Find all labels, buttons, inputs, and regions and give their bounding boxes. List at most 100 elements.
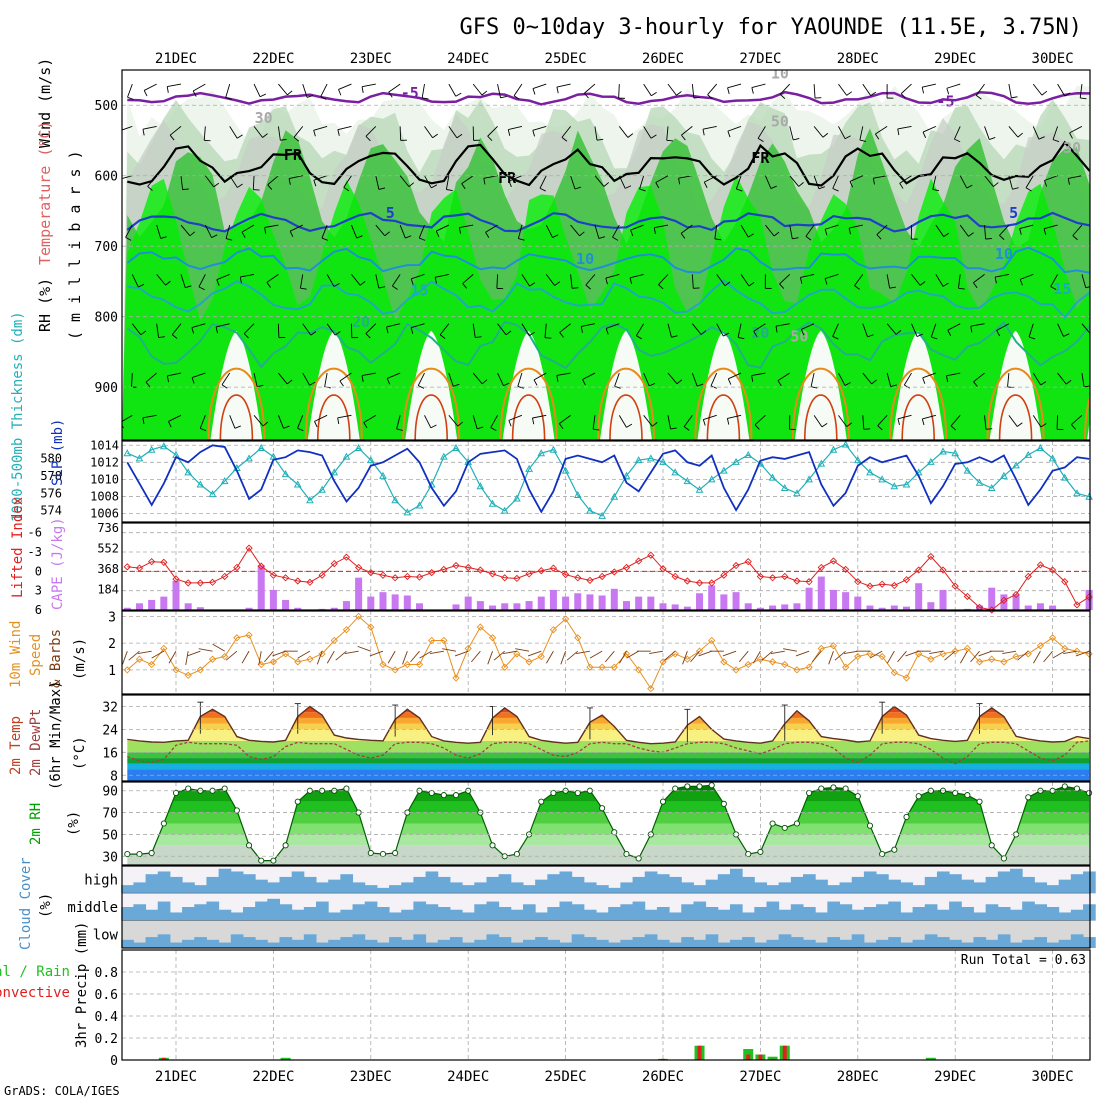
wind-barb-flag (889, 286, 896, 289)
wind-barb (1032, 83, 1043, 96)
wind10-point (586, 663, 594, 671)
thickness-point (805, 475, 813, 483)
wind-barb (131, 323, 142, 336)
cloud-cell (778, 909, 792, 921)
cloud-cell (157, 901, 171, 921)
wind-barb (922, 414, 936, 420)
cloud-cell (681, 937, 694, 948)
wind-barb-flag (556, 375, 559, 382)
wind-barb-flag (456, 133, 463, 139)
wind-barb-flag (430, 424, 437, 429)
cloud-cell (997, 934, 1011, 948)
wind10-point (391, 666, 399, 674)
wind10-point (269, 658, 278, 666)
cape-bar (330, 607, 338, 610)
cloud-cell (437, 876, 451, 894)
wind-barb (838, 83, 848, 96)
cape-bar (927, 602, 935, 610)
wind-barb-flag (942, 282, 949, 287)
thickness-point (452, 443, 460, 451)
thickness-point (1000, 471, 1008, 479)
cloud-cell (218, 868, 232, 894)
wind-barb (789, 224, 793, 239)
wind-barb-flag (989, 136, 996, 140)
wind-barb (935, 274, 944, 287)
wind-barb (800, 273, 815, 278)
wind10-point (196, 666, 204, 674)
wind-barb-flag (683, 426, 690, 431)
thickness-point (659, 457, 667, 465)
wind-barb-flag (481, 90, 488, 96)
thickness-point (293, 480, 302, 488)
cloud-cell (1083, 871, 1096, 894)
wind-barb-flag (626, 423, 633, 428)
rh2m-color-band (127, 823, 1090, 835)
thickness-tick-label: 580 (40, 451, 62, 465)
temp-color-band (127, 763, 1090, 770)
wind-barb (618, 415, 627, 428)
wind-barb (789, 175, 800, 187)
cloud-cell (608, 887, 621, 894)
cloud-cell (376, 907, 390, 921)
wind-barb-flag (158, 336, 165, 339)
rh2m-point (1061, 783, 1068, 790)
temp-color-band (127, 729, 1090, 741)
wind-barb-flag (627, 133, 634, 138)
wind-barb-flag (200, 427, 207, 432)
wind-barb-flag (365, 136, 371, 142)
li-point (208, 578, 217, 586)
cloud-cell (145, 909, 159, 921)
rh2m-point (720, 800, 727, 807)
temp-color-band (127, 740, 1090, 753)
cloud-cell (851, 876, 865, 894)
rh2m-point (976, 798, 983, 805)
cloud-cell (279, 876, 293, 894)
li-point (525, 570, 533, 578)
wind-barb (922, 125, 937, 133)
wind-barb (497, 323, 507, 336)
precip-total-bar (767, 1056, 778, 1060)
cloud-cell (218, 942, 232, 948)
wind10-barb (738, 650, 749, 663)
warm-contour (889, 367, 948, 440)
rh2m-point (757, 848, 764, 855)
cloud-cell (352, 882, 366, 894)
wind10-point (975, 658, 984, 666)
warm-contour (706, 394, 741, 440)
cloud-cell (936, 871, 950, 894)
cloud-cell (790, 904, 804, 921)
rh2m-point (903, 813, 910, 820)
rh2m-point (245, 842, 253, 849)
cloud-cell (888, 901, 901, 921)
thickness-point (646, 454, 655, 462)
cloud-cell (352, 934, 366, 948)
rh2m-point (891, 846, 898, 853)
wind-barb (191, 323, 206, 329)
wind-barb (545, 224, 553, 238)
wind-barb-flag (897, 128, 900, 136)
wind-barb (122, 125, 133, 131)
slp-ylabel-thickness: 1000-500mb Thickness (dm) (10, 311, 26, 522)
wind-barb (387, 372, 401, 379)
wind-barb-flag (727, 378, 732, 385)
wind-barb (497, 84, 501, 98)
li-point (781, 572, 789, 581)
wind-barb (702, 125, 717, 130)
precip-axis-titles: Total / Rain Convective 3hr Precip (mm) … (0, 922, 1086, 1048)
precip-conv-bar (746, 1054, 751, 1060)
wind10-barb (369, 650, 384, 657)
wind-barb (338, 83, 352, 90)
wind10-point (732, 666, 740, 674)
cloud-cell (328, 879, 341, 894)
precip-run-total: Run Total = 0.63 (961, 953, 1086, 968)
thickness-point (561, 466, 570, 474)
wind10-point (805, 663, 813, 671)
wind10-barb (795, 650, 810, 657)
wind-barb (1072, 224, 1083, 236)
temp-contour (126, 211, 1090, 233)
wind-barb-flag (1080, 97, 1087, 100)
wind-barb (532, 414, 547, 419)
cloud-cell (255, 901, 268, 921)
cloud-cell (888, 879, 901, 894)
wind-barb-flag (922, 377, 926, 384)
